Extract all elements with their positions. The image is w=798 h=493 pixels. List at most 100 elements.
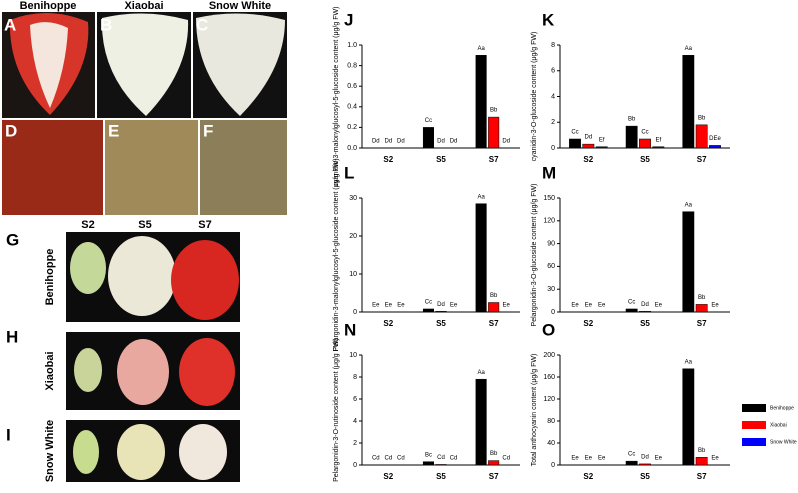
significance-letter: DEe <box>709 136 721 142</box>
stage-label: S5 <box>138 219 151 231</box>
photo <box>73 430 99 474</box>
significance-letter: Bb <box>698 295 706 301</box>
significance-letter: Cc <box>571 130 578 136</box>
row-label: Xiaobai <box>44 351 56 390</box>
y-tick-label: 0 <box>353 309 357 316</box>
significance-letter: Cd <box>437 455 445 461</box>
panel-letter: B <box>100 15 112 34</box>
y-tick-label: 0 <box>551 309 555 316</box>
x-tick-label: S5 <box>640 472 650 481</box>
y-tick-label: 90 <box>547 240 555 247</box>
significance-letter: Dd <box>641 302 649 308</box>
significance-letter: Dd <box>584 135 592 141</box>
significance-letter: Aa <box>477 370 485 376</box>
significance-letter: Ef <box>655 137 661 143</box>
bar <box>625 460 638 466</box>
y-tick-label: 6 <box>353 396 357 403</box>
panel-letter: N <box>344 320 356 339</box>
panel-letter: A <box>4 15 16 34</box>
significance-letter: Bc <box>425 452 432 458</box>
panel-letter: G <box>6 230 19 249</box>
panel-letter: F <box>203 121 213 140</box>
x-tick-label: S5 <box>640 319 650 328</box>
bar <box>422 308 434 313</box>
y-tick-label: 1.0 <box>347 42 357 49</box>
x-tick-label: S5 <box>436 155 446 164</box>
y-tick-label: 120 <box>543 396 555 403</box>
row-label: Snow White <box>44 420 56 482</box>
bar <box>695 304 708 313</box>
x-tick-label: S2 <box>583 155 593 164</box>
bar <box>582 143 595 149</box>
significance-letter: Ee <box>711 303 719 309</box>
x-tick-label: S5 <box>436 319 446 328</box>
significance-letter: Dd <box>450 139 458 145</box>
y-tick-label: 30 <box>349 195 357 202</box>
panel-letter: H <box>6 327 18 346</box>
y-tick-label: 4 <box>551 93 555 100</box>
y-tick-label: 4 <box>353 418 357 425</box>
bar <box>695 457 708 466</box>
bar <box>475 203 487 313</box>
significance-letter: Cd <box>372 456 380 462</box>
y-tick-label: 8 <box>551 42 555 49</box>
significance-letter: Dd <box>641 454 649 460</box>
significance-letter: Ee <box>571 456 579 462</box>
y-tick-label: 0 <box>551 145 555 152</box>
significance-letter: Cc <box>425 118 432 124</box>
x-tick-label: S7 <box>697 155 707 164</box>
significance-letter: Dd <box>437 302 445 308</box>
y-tick-label: 40 <box>547 440 555 447</box>
y-tick-label: 20 <box>349 233 357 240</box>
panel-letter: L <box>344 163 354 182</box>
photo <box>117 424 165 480</box>
y-tick-label: 160 <box>543 374 555 381</box>
significance-letter: Dd <box>502 139 510 145</box>
legend-label: Benihoppe <box>770 405 794 411</box>
bar <box>652 146 665 149</box>
bar <box>475 378 487 466</box>
panel-letter: E <box>108 121 119 140</box>
significance-letter: Cc <box>628 452 635 458</box>
y-axis-label: cyanidin-3-O-glucoside content (μg/g FW) <box>531 32 538 162</box>
photo <box>2 120 103 215</box>
bar <box>625 125 638 149</box>
x-tick-label: S5 <box>436 472 446 481</box>
y-tick-label: 0.4 <box>347 104 357 111</box>
y-tick-label: 2 <box>353 440 357 447</box>
significance-letter: Cd <box>397 456 405 462</box>
photo <box>101 13 189 117</box>
significance-letter: Ee <box>655 303 663 309</box>
panel-letter: J <box>344 10 353 29</box>
significance-letter: Ee <box>655 456 663 462</box>
y-tick-label: 80 <box>547 418 555 425</box>
y-tick-label: 0 <box>353 462 357 469</box>
legend-swatch <box>742 421 766 429</box>
significance-letter: Ee <box>571 303 579 309</box>
stage-label: S7 <box>198 219 211 231</box>
photo <box>105 120 198 215</box>
x-tick-label: S2 <box>583 319 593 328</box>
significance-letter: Ee <box>711 456 719 462</box>
photo <box>70 242 106 294</box>
x-tick-label: S2 <box>383 319 393 328</box>
bar <box>682 368 695 466</box>
bar <box>569 138 581 149</box>
significance-letter: Aa <box>685 359 693 365</box>
x-tick-label: S7 <box>697 319 707 328</box>
y-tick-label: 0.2 <box>347 124 357 131</box>
cultivar-label: Xiaobai <box>124 0 163 12</box>
photo <box>171 240 239 320</box>
stage-label: S2 <box>81 219 94 231</box>
bar <box>682 211 695 313</box>
significance-letter: Aa <box>685 202 693 208</box>
photo <box>196 13 285 117</box>
bar <box>695 124 708 149</box>
y-tick-label: 10 <box>349 352 357 359</box>
significance-letter: Bb <box>628 117 636 123</box>
y-tick-label: 10 <box>349 271 357 278</box>
significance-letter: Bb <box>490 108 498 114</box>
y-tick-label: 8 <box>353 374 357 381</box>
x-tick-label: S7 <box>489 155 499 164</box>
